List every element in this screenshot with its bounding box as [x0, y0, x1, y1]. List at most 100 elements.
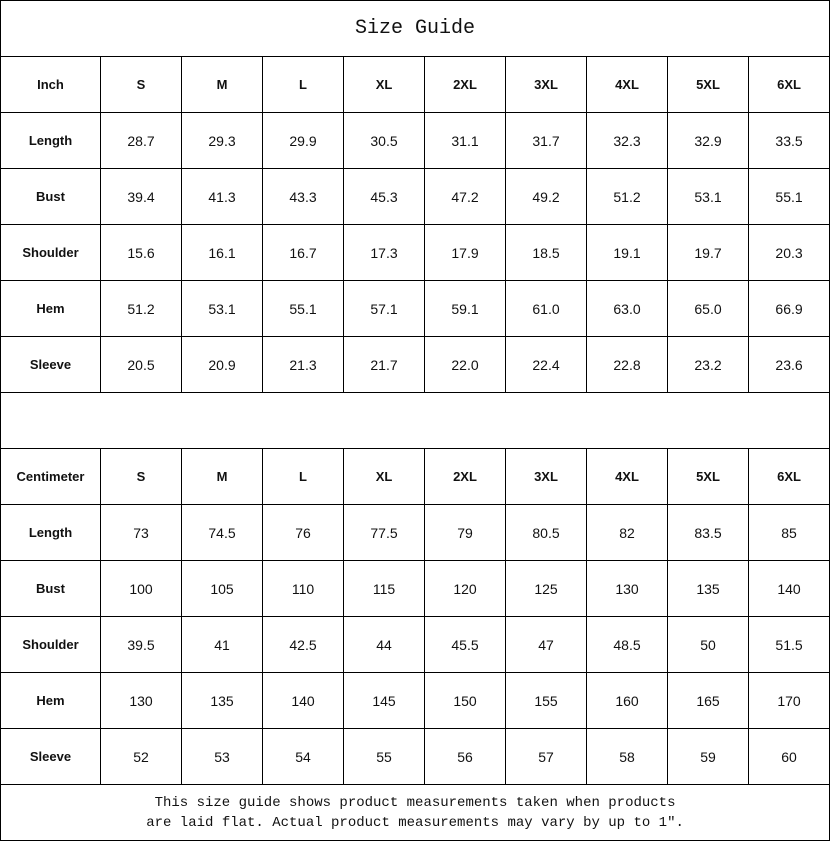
- measurement-cell: 33.5: [747, 112, 831, 169]
- measurement-cell: 31.1: [424, 112, 506, 169]
- size-header: 2XL: [424, 448, 506, 505]
- measurement-cell: 76: [262, 504, 344, 561]
- table-row: Bust 39.4 41.3 43.3 45.3 47.2 49.2 51.2 53.1 55.1: [0, 168, 831, 225]
- measurement-cell: 39.4: [100, 168, 182, 225]
- measurement-cell: 55: [343, 728, 425, 785]
- measurement-cell: 21.3: [262, 336, 344, 393]
- measurement-cell: 77.5: [343, 504, 425, 561]
- measurement-cell: 150: [424, 672, 506, 729]
- measurement-cell: 22.4: [505, 336, 587, 393]
- table-row: Bust 100 105 110 115 120 125 130 135 140: [0, 560, 831, 617]
- measurement-cell: 41.3: [181, 168, 263, 225]
- unit-header: Inch: [0, 56, 101, 113]
- table-row: Sleeve 20.5 20.9 21.3 21.7 22.0 22.4 22.8 23.2 23…: [0, 336, 831, 393]
- measurement-cell: 19.1: [586, 224, 668, 281]
- measurement-cell: 140: [747, 560, 831, 617]
- table-row: Length 73 74.5 76 77.5 79 80.5 82 83.5 85: [0, 504, 831, 561]
- footer-line: are laid flat. Actual product measuremen…: [146, 814, 684, 831]
- measurement-cell: 145: [343, 672, 425, 729]
- measurement-cell: 44: [343, 616, 425, 673]
- row-label: Hem: [0, 280, 101, 337]
- measurement-cell: 45.3: [343, 168, 425, 225]
- size-header: S: [100, 448, 182, 505]
- measurement-cell: 32.3: [586, 112, 668, 169]
- row-label: Bust: [0, 168, 101, 225]
- measurement-cell: 58: [586, 728, 668, 785]
- size-header: 5XL: [667, 448, 749, 505]
- size-header: 4XL: [586, 448, 668, 505]
- measurement-cell: 51.2: [586, 168, 668, 225]
- row-label: Bust: [0, 560, 101, 617]
- measurement-cell: 55.1: [262, 280, 344, 337]
- row-label: Length: [0, 112, 101, 169]
- measurement-cell: 66.9: [747, 280, 831, 337]
- footer-row: This size guide shows product measuremen…: [0, 784, 831, 841]
- measurement-cell: 51.5: [747, 616, 831, 673]
- measurement-cell: 15.6: [100, 224, 182, 281]
- measurement-cell: 29.9: [262, 112, 344, 169]
- measurement-cell: 52: [100, 728, 182, 785]
- measurement-cell: 73: [100, 504, 182, 561]
- measurement-cell: 21.7: [343, 336, 425, 393]
- measurement-cell: 19.7: [667, 224, 749, 281]
- measurement-cell: 65.0: [667, 280, 749, 337]
- measurement-cell: 22.8: [586, 336, 668, 393]
- row-label: Shoulder: [0, 224, 101, 281]
- measurement-cell: 57: [505, 728, 587, 785]
- row-label: Shoulder: [0, 616, 101, 673]
- measurement-cell: 28.7: [100, 112, 182, 169]
- measurement-cell: 53.1: [667, 168, 749, 225]
- measurement-cell: 23.2: [667, 336, 749, 393]
- measurement-cell: 165: [667, 672, 749, 729]
- measurement-cell: 31.7: [505, 112, 587, 169]
- measurement-cell: 51.2: [100, 280, 182, 337]
- size-header: 5XL: [667, 56, 749, 113]
- inch-header-row: Inch S M L XL 2XL 3XL 4XL 5XL 6XL: [0, 56, 831, 113]
- measurement-cell: 110: [262, 560, 344, 617]
- measurement-cell: 105: [181, 560, 263, 617]
- measurement-cell: 140: [262, 672, 344, 729]
- measurement-cell: 20.3: [747, 224, 831, 281]
- measurement-cell: 130: [100, 672, 182, 729]
- row-label: Sleeve: [0, 728, 101, 785]
- size-header: 6XL: [747, 56, 831, 113]
- measurement-cell: 29.3: [181, 112, 263, 169]
- measurement-cell: 79: [424, 504, 506, 561]
- size-header: M: [181, 448, 263, 505]
- measurement-cell: 60: [747, 728, 831, 785]
- size-header: 6XL: [747, 448, 831, 505]
- row-label: Hem: [0, 672, 101, 729]
- measurement-cell: 125: [505, 560, 587, 617]
- measurement-cell: 160: [586, 672, 668, 729]
- size-header: XL: [343, 448, 425, 505]
- measurement-cell: 53: [181, 728, 263, 785]
- measurement-cell: 50: [667, 616, 749, 673]
- measurement-cell: 85: [747, 504, 831, 561]
- measurement-cell: 20.9: [181, 336, 263, 393]
- measurement-cell: 80.5: [505, 504, 587, 561]
- measurement-cell: 56: [424, 728, 506, 785]
- measurement-cell: 18.5: [505, 224, 587, 281]
- measurement-cell: 135: [667, 560, 749, 617]
- measurement-cell: 17.3: [343, 224, 425, 281]
- measurement-cell: 30.5: [343, 112, 425, 169]
- measurement-cell: 17.9: [424, 224, 506, 281]
- measurement-cell: 155: [505, 672, 587, 729]
- measurement-cell: 42.5: [262, 616, 344, 673]
- table-row: Hem 130 135 140 145 150 155 160 165 170: [0, 672, 831, 729]
- unit-header: Centimeter: [0, 448, 101, 505]
- footer-note: This size guide shows product measuremen…: [0, 784, 831, 841]
- measurement-cell: 22.0: [424, 336, 506, 393]
- measurement-cell: 32.9: [667, 112, 749, 169]
- footer-line: This size guide shows product measuremen…: [154, 794, 676, 811]
- size-header: 3XL: [505, 56, 587, 113]
- size-header: S: [100, 56, 182, 113]
- measurement-cell: 47: [505, 616, 587, 673]
- page-title: Size Guide: [0, 0, 831, 57]
- measurement-cell: 48.5: [586, 616, 668, 673]
- row-label: Sleeve: [0, 336, 101, 393]
- size-header: L: [262, 448, 344, 505]
- spacer-cell: [0, 392, 831, 449]
- measurement-cell: 170: [747, 672, 831, 729]
